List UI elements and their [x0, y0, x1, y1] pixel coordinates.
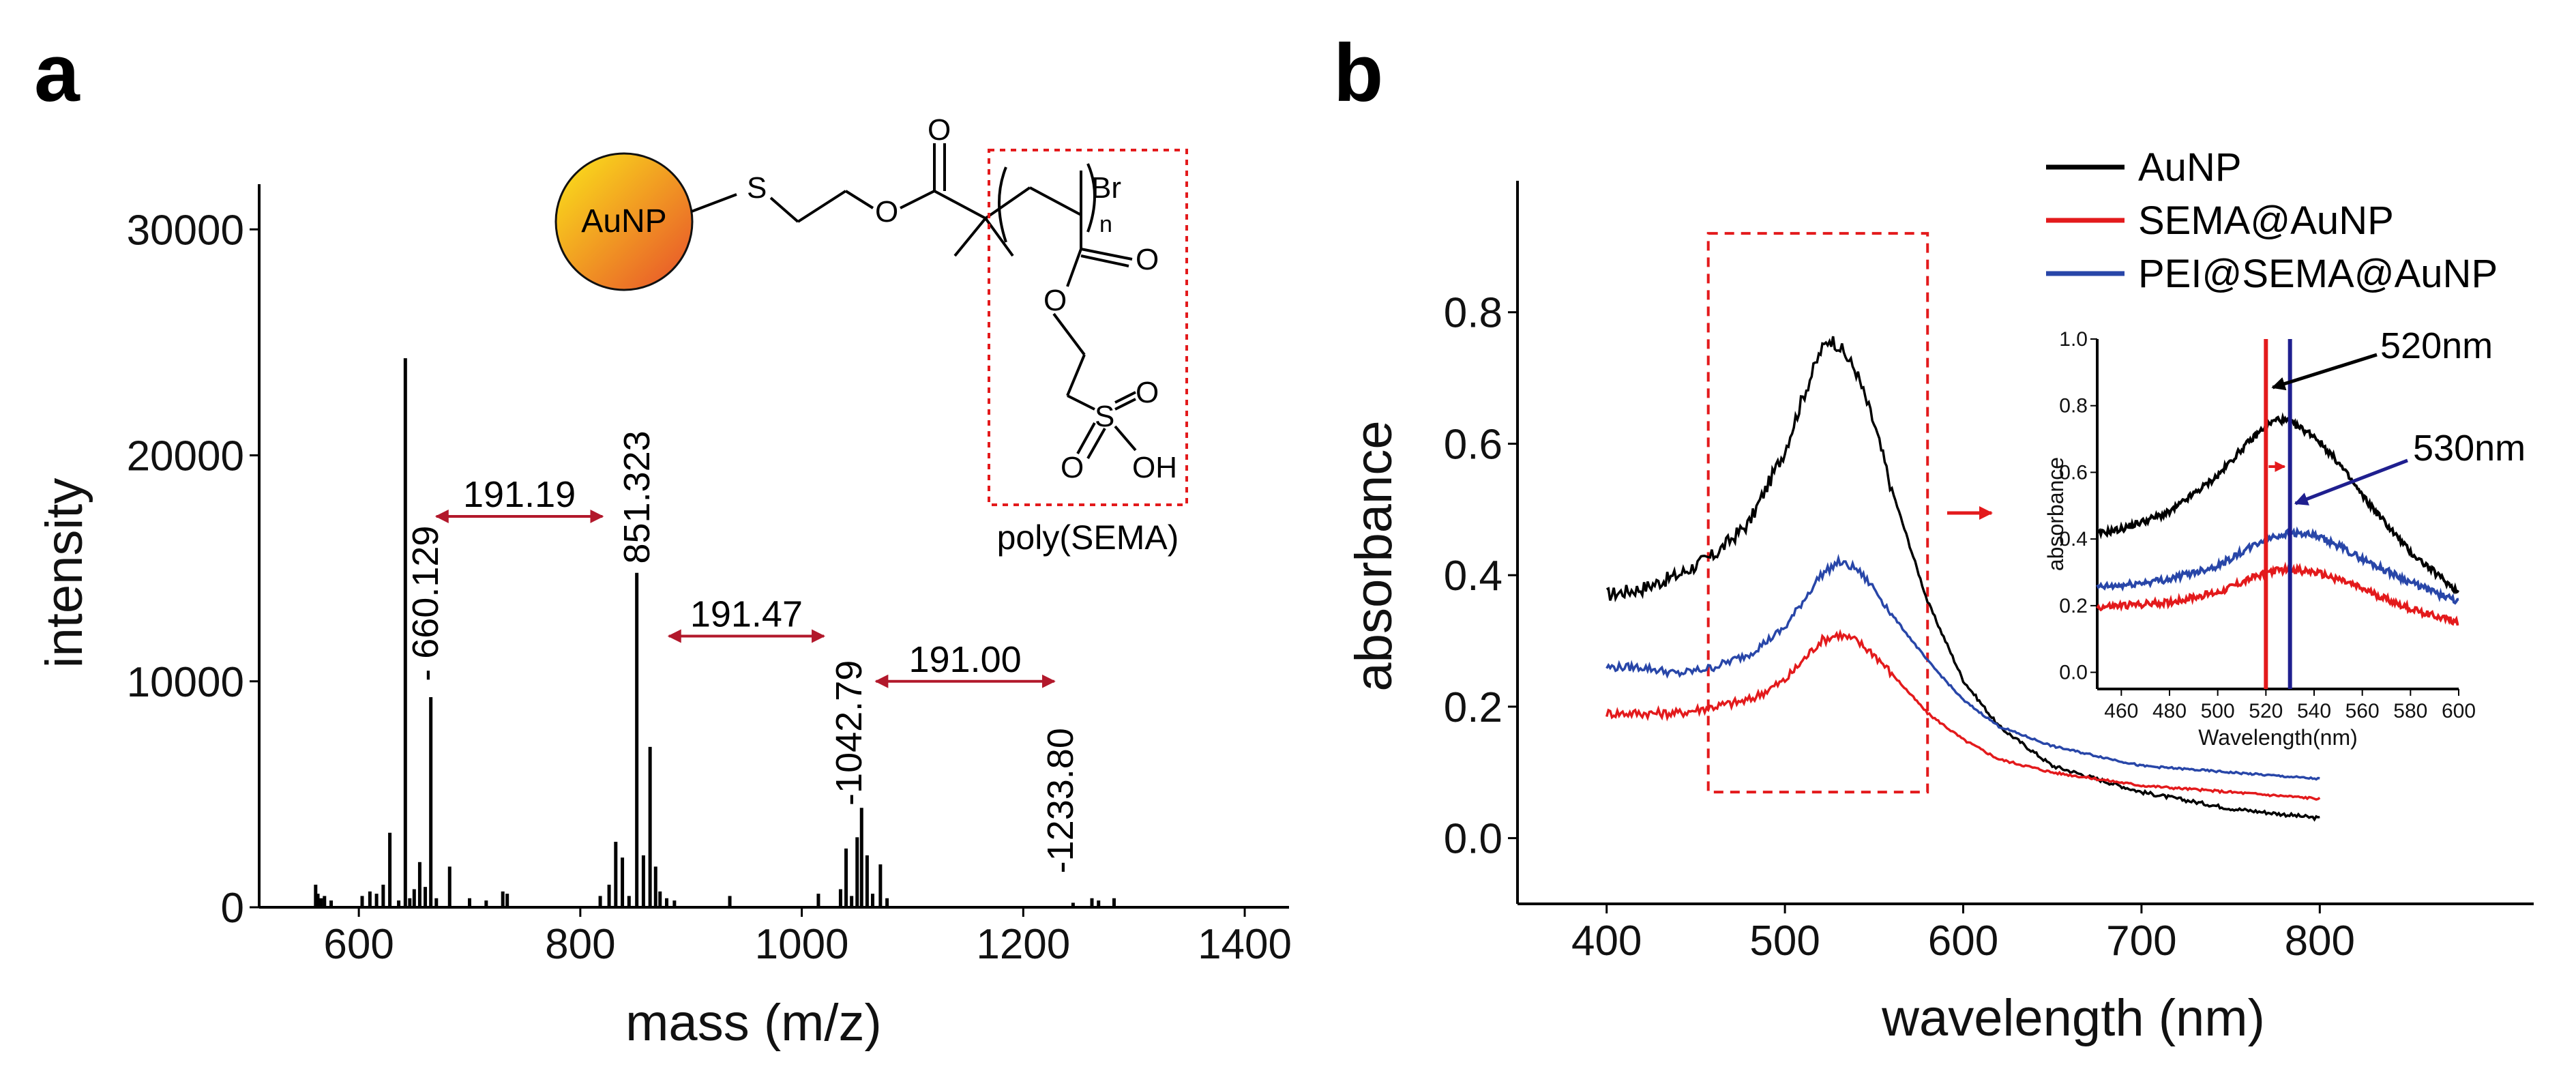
panel-b-y-tick-label: 0.0 [1444, 816, 1502, 863]
inset-x-tick-label: 520 [2249, 700, 2283, 722]
panel-a-y-tick-label: 20000 [127, 433, 244, 480]
panel-b-x-tick-label: 700 [2106, 918, 2176, 965]
inset-series-line [2097, 412, 2460, 595]
inset-x-tick-label: 500 [2201, 700, 2235, 722]
atom-o-sulfo-1: O [1136, 376, 1159, 409]
panel-b-legend: AuNP SEMA@AuNP PEI@SEMA@AuNP [2046, 145, 2498, 296]
atom-oh: OH [1132, 451, 1177, 484]
panel-a-x-tick-label: 1000 [755, 921, 849, 968]
inset-y-tick-label: 1.0 [2059, 328, 2088, 351]
inset-x-tick-label: 460 [2104, 700, 2138, 722]
panel-letter-a: a [34, 27, 80, 119]
panel-a-x-tick-label: 600 [323, 921, 394, 968]
atom-o-side-ester: O [1043, 284, 1067, 317]
panel-b-y-tick-label: 0.2 [1444, 684, 1502, 731]
poly-sema-structure: AuNP [554, 113, 1188, 557]
inset-y-tick-label: 0.8 [2059, 395, 2088, 417]
panel-a-y-tick-label: 0 [221, 885, 244, 932]
panel-a-y-axis-title: intensity [35, 478, 93, 669]
peak-label: - 660.129 [405, 526, 446, 681]
peak-label: -1233.80 [1040, 728, 1081, 873]
aunp-core [554, 152, 694, 291]
panel-a-x-tick-label: 800 [545, 921, 615, 968]
panel-b-x-axis-title: wavelength (nm) [1881, 989, 2265, 1047]
panel-b-x-tick-label: 600 [1928, 918, 1998, 965]
repeat-n: n [1099, 211, 1112, 237]
panel-b-y-tick-label: 0.4 [1444, 553, 1502, 600]
atom-o-sulfo-2: O [1061, 451, 1084, 484]
panel-b-x-tick-label: 500 [1749, 918, 1820, 965]
marker-label-520: 520nm [2380, 325, 2493, 366]
panel-a-mass-spectrum: 600 800 1000 1200 1400 0 10000 20000 30000 - 660… [35, 113, 1292, 1052]
series-line-aunp [1606, 336, 2320, 822]
atom-o-ester: O [875, 195, 898, 229]
inset-series-line [2096, 561, 2459, 626]
inset-y-tick-label: 0.6 [2059, 461, 2088, 484]
structure-bonds [691, 143, 1137, 459]
panel-a-y-tick-label: 10000 [127, 659, 244, 706]
series-line-sema-at-aunp [1605, 628, 2321, 801]
panel-a-x-tick-label: 1400 [1198, 921, 1292, 968]
monomer-box [988, 149, 1188, 506]
inset-y-tick-label: 0.4 [2059, 528, 2088, 551]
legend-label: AuNP [2138, 145, 2242, 190]
atom-o-side-carbonyl: O [1136, 243, 1159, 276]
marker-label-530: 530nm [2413, 428, 2526, 469]
panel-b-y-tick-label: 0.8 [1444, 290, 1502, 337]
inset-y-tick-label: 0.0 [2059, 662, 2088, 684]
highlight-box [1706, 232, 1929, 794]
inset-x-tick-label: 540 [2297, 700, 2331, 722]
panel-b-x-tick-label: 400 [1571, 918, 1642, 965]
atom-s-sulfo: S [1095, 400, 1114, 433]
monomer-label: poly(SEMA) [997, 518, 1179, 557]
inset-x-tick-label: 560 [2345, 700, 2380, 722]
legend-label: SEMA@AuNP [2138, 199, 2394, 243]
atom-br: Br [1091, 171, 1121, 205]
panel-b-absorbance: 400 500 600 700 800 0.0 0.2 0.4 0.6 0.8 wavelengt… [1345, 145, 2534, 1047]
atom-o-carbonyl: O [928, 113, 951, 147]
aunp-core-label: AuNP [581, 203, 666, 239]
panel-a-x-axis-title: mass (m/z) [625, 994, 882, 1052]
legend-label: PEI@SEMA@AuNP [2138, 252, 2498, 296]
panel-a-axes: 600 800 1000 1200 1400 0 10000 20000 30000 [127, 184, 1292, 968]
panel-b-y-tick-label: 0.6 [1444, 421, 1502, 468]
inset-x-axis-title: Wavelength(nm) [2198, 725, 2358, 750]
peak-label: -1042.79 [829, 660, 870, 806]
inset-x-tick-label: 600 [2442, 700, 2476, 722]
marker-arrow-520 [2271, 353, 2378, 391]
inset-x-tick-label: 480 [2152, 700, 2187, 722]
marker-arrow-530 [2294, 458, 2408, 505]
mass-difference-label: 191.47 [690, 594, 803, 635]
panel-letter-b: b [1333, 27, 1383, 119]
inset-y-axis-title: absorbance [2043, 457, 2068, 571]
series-line-pei-at-sema-at-aunp [1605, 553, 2320, 781]
peak-label: 851.323 [617, 430, 657, 563]
inset-x-tick-label: 580 [2393, 700, 2427, 722]
panel-a-x-tick-label: 1200 [976, 921, 1070, 968]
inset-y-tick-label: 0.2 [2059, 595, 2088, 617]
mass-difference-label: 191.19 [463, 474, 576, 515]
panel-a-y-tick-label: 30000 [127, 207, 244, 254]
panel-b-y-axis-title: absorbance [1345, 420, 1403, 691]
panel-b-series [1605, 336, 2321, 822]
panel-a-peaks [314, 358, 1116, 907]
panel-a-peak-labels: - 660.129 851.323 -1042.79 -1233.80 [405, 430, 1081, 873]
inset-series-line [2096, 525, 2459, 605]
atom-s: S [747, 171, 767, 205]
panel-a-mass-differences: 191.19 191.47 191.00 [434, 474, 1056, 688]
panel-b-x-tick-label: 800 [2285, 918, 2355, 965]
mass-difference-label: 191.00 [908, 639, 1021, 680]
panel-b-inset: 460 480 500 520 540 560 580 600 0.0 0.2 0.4 0.6 0.8 1… [2043, 325, 2526, 750]
panel-b-axes: 400 500 600 700 800 0.0 0.2 0.4 0.6 0.8 [1444, 181, 2534, 965]
